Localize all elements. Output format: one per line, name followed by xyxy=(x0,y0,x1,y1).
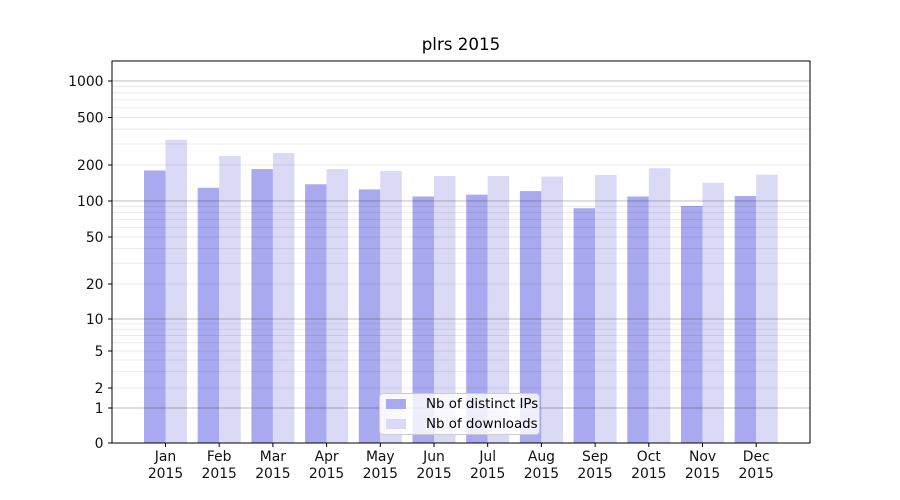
x-tick-label-year-sep: 2015 xyxy=(577,466,612,482)
y-tick-label-1000: 1000 xyxy=(68,74,103,90)
y-tick-label-200: 200 xyxy=(77,158,104,174)
bar-distinct-ips-jul xyxy=(466,194,488,443)
y-tick-label-0: 0 xyxy=(95,436,104,452)
bar-distinct-ips-sep xyxy=(573,208,596,443)
y-tick-label-2: 2 xyxy=(95,381,104,397)
chart-title: plrs 2015 xyxy=(421,34,501,54)
bar-distinct-ips-feb xyxy=(197,187,220,443)
y-tick-label-500: 500 xyxy=(77,111,104,127)
bar-distinct-ips-nov xyxy=(681,205,703,443)
bar-distinct-ips-mar xyxy=(251,169,273,444)
y-tick-label-5: 5 xyxy=(95,344,104,360)
y-tick-label-50: 50 xyxy=(86,230,104,246)
legend-item-distinct-ips: Nb of distinct IPs xyxy=(386,394,539,414)
x-tick-label-year-may: 2015 xyxy=(363,466,398,482)
x-tick-label-month-nov: Nov xyxy=(689,449,716,465)
x-tick-label-month-feb: Feb xyxy=(207,449,232,465)
x-tick-label-year-aug: 2015 xyxy=(524,466,559,482)
legend-label-distinct-ips: Nb of distinct IPs xyxy=(426,396,539,412)
bar-distinct-ips-jun xyxy=(412,196,434,443)
x-tick-label-year-nov: 2015 xyxy=(685,466,720,482)
x-tick-label-month-jun: Jun xyxy=(422,449,445,465)
x-tick-label-year-jul: 2015 xyxy=(470,466,505,482)
bar-downloads-apr xyxy=(326,169,349,444)
x-tick-label-year-dec: 2015 xyxy=(739,466,774,482)
x-tick-label-year-mar: 2015 xyxy=(255,466,290,482)
bar-downloads-sep xyxy=(595,174,617,444)
bar-downloads-feb xyxy=(219,155,241,443)
y-tick-label-10: 10 xyxy=(86,312,104,328)
x-tick-label-year-apr: 2015 xyxy=(309,466,344,482)
bar-downloads-nov xyxy=(702,182,724,443)
bar-distinct-ips-jan xyxy=(144,170,166,443)
bar-downloads-aug xyxy=(541,176,563,443)
x-tick-label-month-jan: Jan xyxy=(154,449,176,465)
bar-downloads-dec xyxy=(756,174,778,443)
plot-border xyxy=(111,60,811,444)
y-tick-label-20: 20 xyxy=(86,277,104,293)
x-tick-label-month-may: May xyxy=(366,449,395,465)
x-tick-label-year-jan: 2015 xyxy=(148,466,183,482)
x-tick-label-month-jul: Jul xyxy=(478,449,496,465)
x-tick-label-year-jun: 2015 xyxy=(416,466,451,482)
x-tick-label-month-mar: Mar xyxy=(260,449,286,465)
y-tick-label-1: 1 xyxy=(95,401,104,417)
x-tick-label-month-apr: Apr xyxy=(315,449,339,465)
legend-swatch-distinct-ips xyxy=(386,399,406,409)
bar-distinct-ips-apr xyxy=(305,184,327,443)
x-tick-label-year-feb: 2015 xyxy=(202,466,237,482)
legend-item-downloads: Nb of downloads xyxy=(386,414,539,434)
legend-label-downloads: Nb of downloads xyxy=(426,416,538,432)
legend-swatch-downloads xyxy=(386,419,406,429)
x-tick-label-month-aug: Aug xyxy=(528,449,555,465)
x-tick-label-month-sep: Sep xyxy=(582,449,608,465)
bar-distinct-ips-dec xyxy=(734,196,757,443)
bar-downloads-jan xyxy=(165,139,187,443)
bar-downloads-may xyxy=(380,171,402,443)
x-tick-label-month-oct: Oct xyxy=(637,449,662,465)
bar-downloads-oct xyxy=(648,168,671,443)
x-tick-label-year-oct: 2015 xyxy=(631,466,666,482)
y-tick-label-100: 100 xyxy=(77,194,104,210)
x-tick-label-month-dec: Dec xyxy=(743,449,770,465)
bar-downloads-jul xyxy=(487,175,510,444)
legend: Nb of distinct IPs Nb of downloads xyxy=(379,393,540,435)
bar-distinct-ips-oct xyxy=(627,196,649,443)
bar-distinct-ips-may xyxy=(358,189,381,443)
bar-downloads-mar xyxy=(272,153,295,444)
bar-downloads-jun xyxy=(434,175,456,444)
bar-distinct-ips-aug xyxy=(519,191,542,443)
